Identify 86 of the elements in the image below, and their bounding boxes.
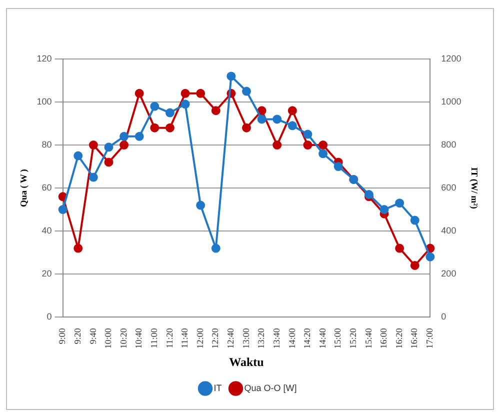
point (150, 123, 160, 132)
legend-label: Qua O-O [W] (244, 382, 297, 393)
point (74, 244, 83, 253)
point (410, 216, 420, 225)
y2-axis-title: IT (W/ m²) (469, 167, 480, 209)
y2-tick-label: 200 (441, 268, 456, 279)
x-tick-label: 13:00 (240, 328, 251, 349)
point (196, 200, 206, 210)
point (211, 244, 220, 253)
x-tick-label: 16:40 (409, 328, 420, 349)
x-tick-label: 10:00 (103, 328, 114, 349)
point (74, 151, 83, 160)
point (134, 132, 144, 141)
point (134, 88, 144, 98)
point (395, 198, 404, 208)
x-tick-label: 13:40 (271, 328, 282, 349)
point (364, 190, 374, 199)
y2-tick-label: 600 (441, 182, 456, 193)
x-tick-label: 9:20 (72, 328, 82, 344)
point (196, 88, 206, 98)
point (303, 140, 312, 150)
x-tick-label: 10:40 (134, 328, 144, 349)
point (380, 205, 389, 214)
point (165, 123, 174, 132)
point (257, 114, 266, 124)
y2-tick-label: 400 (441, 226, 456, 236)
point (88, 172, 98, 182)
x-tick-label: 15:00 (332, 328, 343, 349)
point (88, 140, 98, 150)
point (165, 108, 174, 118)
x-tick-label: 9:00 (57, 328, 68, 344)
point (272, 114, 282, 124)
x-tick-label: 15:40 (363, 328, 374, 349)
point (426, 252, 435, 262)
x-tick-label: 13:20 (256, 328, 266, 349)
y-tick-label: 20 (42, 268, 52, 279)
point (226, 72, 236, 81)
y2-tick-label: 1200 (441, 53, 462, 64)
x-tick-label: 14:40 (317, 328, 328, 349)
x-tick-label: 12:00 (194, 328, 205, 349)
point (303, 130, 312, 139)
point (288, 121, 297, 130)
x-tick-label: 17:00 (424, 328, 435, 349)
x-tick-label: 12:40 (226, 328, 236, 349)
point (180, 88, 190, 98)
x-tick-label: 9:40 (88, 328, 98, 344)
x-axis-title: Waktu (229, 354, 264, 369)
point (242, 123, 251, 132)
point (180, 100, 190, 109)
point (288, 106, 297, 116)
y-axis-title: Qua ( W ) (18, 169, 29, 208)
point (318, 140, 328, 150)
x-tick-label: 11:20 (164, 328, 174, 348)
y-tick-label: 40 (42, 226, 52, 236)
x-tick-label: 11:40 (180, 328, 190, 348)
y-tick-label: 0 (46, 312, 52, 322)
x-tick-label: 15:20 (348, 328, 358, 349)
point (242, 86, 251, 96)
point (104, 142, 114, 152)
y2-tick-label: 1000 (441, 96, 462, 106)
point (257, 106, 266, 116)
x-tick-label: 12:20 (210, 328, 220, 349)
point (318, 149, 328, 158)
point (211, 106, 220, 116)
point (58, 205, 68, 214)
point (334, 162, 343, 172)
x-tick-label: 16:00 (378, 328, 389, 349)
x-tick-label: 14:00 (286, 328, 297, 349)
x-tick-label: 16:20 (394, 328, 404, 349)
y2-tick-label: 0 (441, 312, 446, 322)
point (120, 140, 129, 150)
y-tick-label: 100 (36, 96, 52, 106)
x-tick-label: 14:20 (302, 328, 312, 349)
point (120, 132, 129, 141)
y-tick-label: 120 (36, 53, 52, 64)
legend-label: IT (214, 382, 222, 393)
point (395, 244, 404, 253)
point (410, 260, 420, 270)
x-tick-label: 11:00 (149, 328, 160, 348)
point (150, 102, 160, 111)
y-tick-label: 80 (42, 140, 52, 150)
y2-tick-label: 800 (441, 140, 456, 150)
y-tick-label: 60 (42, 182, 52, 193)
x-tick-label: 10:20 (118, 328, 128, 349)
point (104, 158, 114, 167)
point (272, 140, 282, 150)
